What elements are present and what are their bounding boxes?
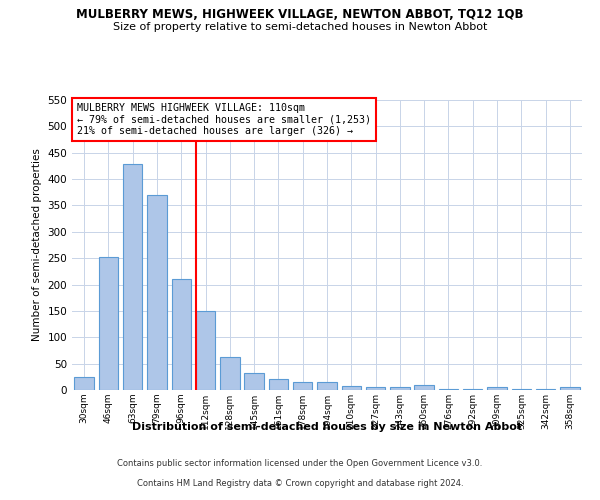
Text: Size of property relative to semi-detached houses in Newton Abbot: Size of property relative to semi-detach… xyxy=(113,22,487,32)
Bar xyxy=(415,386,434,390)
Bar xyxy=(147,195,167,390)
Bar xyxy=(220,358,239,390)
Bar xyxy=(366,388,385,390)
Text: Distribution of semi-detached houses by size in Newton Abbot: Distribution of semi-detached houses by … xyxy=(132,422,522,432)
Text: MULBERRY MEWS, HIGHWEEK VILLAGE, NEWTON ABBOT, TQ12 1QB: MULBERRY MEWS, HIGHWEEK VILLAGE, NEWTON … xyxy=(76,8,524,20)
Text: Contains HM Land Registry data © Crown copyright and database right 2024.: Contains HM Land Registry data © Crown c… xyxy=(137,478,463,488)
Bar xyxy=(123,164,142,390)
Bar xyxy=(99,256,118,390)
Bar xyxy=(293,382,313,390)
Bar xyxy=(196,311,215,390)
Bar xyxy=(487,388,507,390)
Text: MULBERRY MEWS HIGHWEEK VILLAGE: 110sqm
← 79% of semi-detached houses are smaller: MULBERRY MEWS HIGHWEEK VILLAGE: 110sqm ←… xyxy=(77,103,371,136)
Y-axis label: Number of semi-detached properties: Number of semi-detached properties xyxy=(32,148,42,342)
Bar xyxy=(390,388,410,390)
Bar xyxy=(341,386,361,390)
Bar xyxy=(244,372,264,390)
Text: Contains public sector information licensed under the Open Government Licence v3: Contains public sector information licen… xyxy=(118,458,482,468)
Bar xyxy=(317,382,337,390)
Bar xyxy=(172,280,191,390)
Bar xyxy=(560,388,580,390)
Bar xyxy=(269,380,288,390)
Bar xyxy=(74,377,94,390)
